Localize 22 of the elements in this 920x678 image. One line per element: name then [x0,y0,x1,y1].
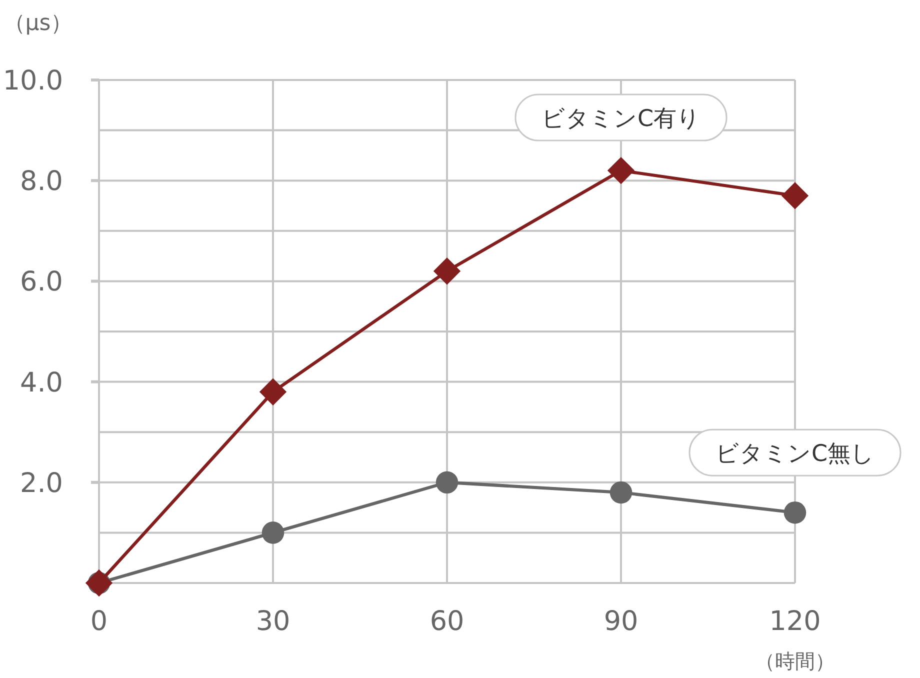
x-tick-label: 30 [256,606,290,638]
y-tick-label: 2.0 [20,468,63,499]
series-label: ビタミンC有り [541,106,701,132]
y-tick-label: 8.0 [20,166,63,198]
point [436,471,458,494]
x-tick-label: 120 [769,606,821,638]
point [781,182,809,210]
y-axis-title: （μs） [3,11,73,36]
point [259,378,287,406]
series-label: ビタミンC無し [715,440,875,467]
point [607,156,635,184]
point [784,501,806,524]
y-tick-label: 4.0 [20,367,63,398]
y-tick-label: 6.0 [20,266,63,298]
x-tick-label: 90 [604,606,638,638]
point [262,522,284,544]
point [610,481,632,504]
x-axis-title: （時間） [755,649,835,673]
x-tick-label: 60 [430,606,464,638]
point [433,258,461,285]
y-tick-label: 10.0 [2,65,63,96]
x-tick-label: 0 [90,606,108,638]
